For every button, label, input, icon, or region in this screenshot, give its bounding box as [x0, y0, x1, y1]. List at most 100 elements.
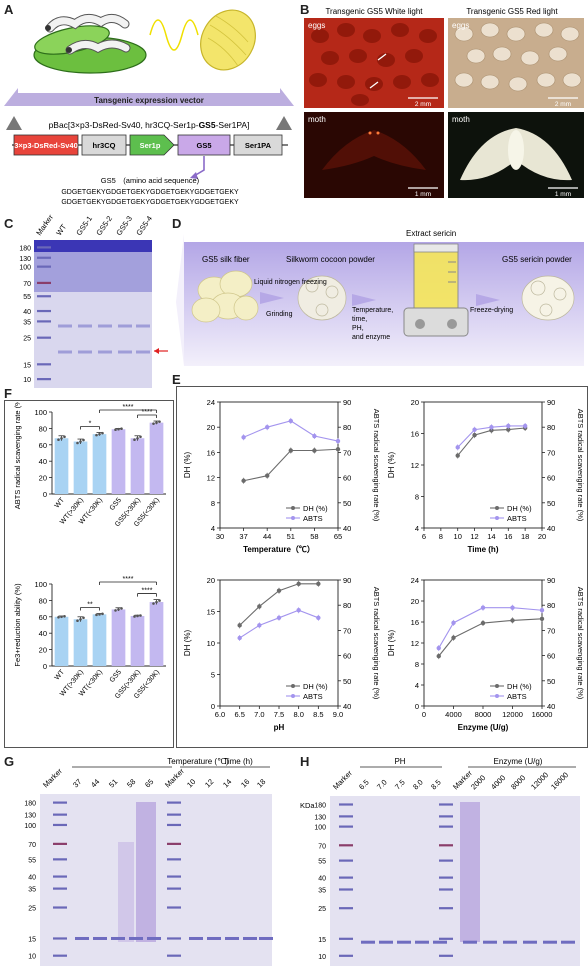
silkworm-illustration	[33, 14, 147, 74]
svg-text:time,: time,	[352, 316, 367, 323]
y-axis-label: ABTS radical scavenging rate (%)	[13, 402, 22, 509]
mw-label: 10	[23, 377, 31, 384]
y2-tick-label: 90	[547, 398, 555, 407]
legend-label: DH (%)	[303, 682, 328, 691]
gel-h-group-enzyme: Enzyme (U/g)	[494, 757, 543, 766]
mw-label: 180	[19, 245, 31, 252]
gel-h	[330, 796, 580, 966]
y-tick-label: 4	[211, 524, 215, 533]
y-tick-label: 20	[207, 423, 215, 432]
data-point	[335, 438, 341, 444]
legend-marker	[291, 694, 295, 698]
y2-tick-label: 50	[547, 677, 555, 686]
legend-label: ABTS	[303, 514, 323, 523]
box-ser1pa	[233, 134, 283, 156]
data-dot	[95, 433, 98, 437]
svg-text:Temperature,: Temperature,	[352, 307, 393, 314]
panel-label-c: C	[4, 216, 14, 231]
y2-tick-label: 70	[547, 626, 555, 635]
data-point	[480, 605, 486, 610]
x-tick-label: 65	[334, 532, 342, 541]
x-tick-label: 12	[470, 532, 478, 541]
panel-f-frame	[4, 400, 174, 748]
legend-label: DH (%)	[303, 504, 328, 513]
y2-tick-label: 70	[343, 448, 351, 457]
data-point	[312, 433, 317, 439]
mw-label: 40	[318, 876, 326, 883]
x-tick-label: 8000	[475, 710, 492, 719]
data-point	[241, 435, 246, 440]
mw-label: 35	[23, 319, 31, 326]
gel-h-kda: KDa	[300, 801, 315, 810]
bar	[149, 602, 164, 666]
data-dot	[95, 613, 98, 617]
lane-label: GS5-4	[134, 214, 154, 237]
mw-label: 35	[318, 888, 326, 895]
mw-label: 70	[23, 281, 31, 288]
chart-e-ph: 6.0 6.5 7.0 7.5 8.0 8.5 9.0 0 5 10 15 20 40 50 60 70 80 9…	[183, 576, 381, 732]
y2-tick-label: 90	[343, 576, 351, 585]
x-tick-label: WT	[54, 496, 67, 509]
x-axis-label: Enzyme (U/g)	[458, 723, 509, 732]
beaker-stirrer-image	[403, 243, 469, 337]
legend-marker	[291, 684, 295, 688]
lane-label: 51	[107, 777, 119, 789]
bar	[92, 614, 107, 666]
data-dot	[133, 438, 136, 442]
data-dot	[63, 435, 66, 439]
y-tick-label: 40	[39, 457, 47, 466]
legend-label: ABTS	[303, 692, 323, 701]
bar	[73, 441, 88, 494]
legend-marker	[291, 506, 295, 510]
data-dot	[136, 614, 139, 618]
y-tick-label: 0	[415, 702, 419, 711]
mw-label: 25	[23, 336, 31, 343]
silk-thread-icon	[149, 19, 199, 51]
data-dot	[76, 441, 79, 445]
bar	[130, 615, 145, 666]
legend-label: DH (%)	[507, 682, 532, 691]
box-ser1p	[129, 134, 175, 156]
significance-label: ****	[123, 576, 134, 583]
legend-label: ABTS	[507, 514, 527, 523]
x-tick-label: 16000	[532, 710, 553, 719]
lane-label: Marker	[331, 768, 354, 791]
y-tick-label: 4	[415, 524, 419, 533]
data-point	[506, 423, 511, 429]
data-point	[237, 623, 242, 628]
lane-label: Marker	[41, 766, 64, 789]
data-dot	[79, 617, 82, 621]
mw-label: 35	[28, 887, 36, 894]
panel-c: Marker WT GS5-1 GS5-2 GS5-3 GS5-4 180 130 100 70…	[19, 214, 168, 388]
panel-label-b: B	[300, 2, 310, 17]
x-tick-label: 8.5	[313, 710, 323, 719]
svg-text:Transgenic GS5 Red light: Transgenic GS5 Red light	[466, 7, 558, 16]
svg-text:moth: moth	[308, 115, 326, 124]
itr-left-icon	[6, 116, 22, 130]
x-tick-label: 51	[287, 532, 295, 541]
y-tick-label: 100	[34, 408, 47, 417]
data-point	[288, 448, 293, 453]
series-line	[438, 607, 543, 649]
data-dot	[63, 615, 66, 618]
data-point	[436, 653, 441, 659]
y2-tick-label: 40	[547, 702, 555, 711]
x-tick-label: 37	[239, 532, 247, 541]
x-tick-label: 18	[521, 532, 529, 541]
step-silk-fiber: GS5 silk fiber	[202, 255, 250, 264]
data-dot	[117, 608, 120, 611]
x-tick-label: 4000	[445, 710, 462, 719]
data-dot	[60, 615, 63, 619]
series-line	[243, 420, 339, 442]
y-tick-label: 40	[39, 629, 47, 638]
y-axis-label: DH (%)	[387, 630, 396, 657]
cocoon-illustration	[200, 9, 256, 71]
legend-marker	[495, 694, 499, 698]
y-axis-label: DH (%)	[183, 452, 192, 479]
y-tick-label: 5	[211, 671, 215, 680]
y-tick-label: 24	[207, 398, 215, 407]
bar	[92, 434, 107, 494]
data-point	[451, 635, 456, 640]
